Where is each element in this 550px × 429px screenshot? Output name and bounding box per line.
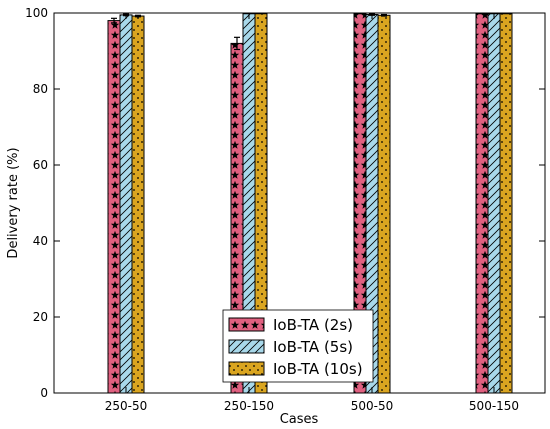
y-tick-label: 0: [40, 386, 48, 400]
x-tick-label: 250-50: [105, 399, 148, 413]
y-tick-label: 80: [33, 82, 48, 96]
plot-frame: [53, 12, 546, 394]
legend-label: IoB-TA (10s): [273, 360, 363, 378]
bar-iob-ta-10s--250-50: [131, 15, 145, 394]
y-ticks: 0 20 40 60 80 100: [25, 6, 545, 400]
legend-label: IoB-TA (5s): [273, 338, 353, 356]
bar-iob-ta-5s--250-50: [119, 14, 133, 394]
legend-label: IoB-TA (2s): [273, 316, 353, 334]
y-tick-label: 60: [33, 158, 48, 172]
y-tick-label: 100: [25, 6, 48, 20]
bar-iob-ta-10s--500-150: [499, 13, 513, 394]
x-tick-label: 500-150: [469, 399, 519, 413]
x-tick-label: 500-50: [351, 399, 394, 413]
legend-swatch: [228, 317, 265, 332]
bars-layer: [107, 13, 513, 394]
legend-swatch: [228, 361, 265, 376]
bar-iob-ta-5s--500-150: [487, 13, 501, 394]
bar-iob-ta-10s--500-50: [377, 14, 391, 394]
error-bars-layer: [111, 13, 387, 51]
legend: IoB-TA (2s) IoB-TA (5s) IoB-TA (10s): [222, 309, 374, 383]
y-tick-label: 40: [33, 234, 48, 248]
x-tick-label: 250-150: [224, 399, 274, 413]
y-axis-label: Delivery rate (%): [6, 147, 21, 258]
x-axis-label: Cases: [280, 412, 319, 427]
x-ticks: 250-50 250-150 500-50 500-150: [105, 13, 519, 413]
legend-swatch: [228, 339, 265, 354]
y-tick-label: 20: [33, 310, 48, 324]
bar-iob-ta-2s--500-150: [475, 13, 489, 394]
bar-iob-ta-2s--250-50: [107, 20, 121, 394]
